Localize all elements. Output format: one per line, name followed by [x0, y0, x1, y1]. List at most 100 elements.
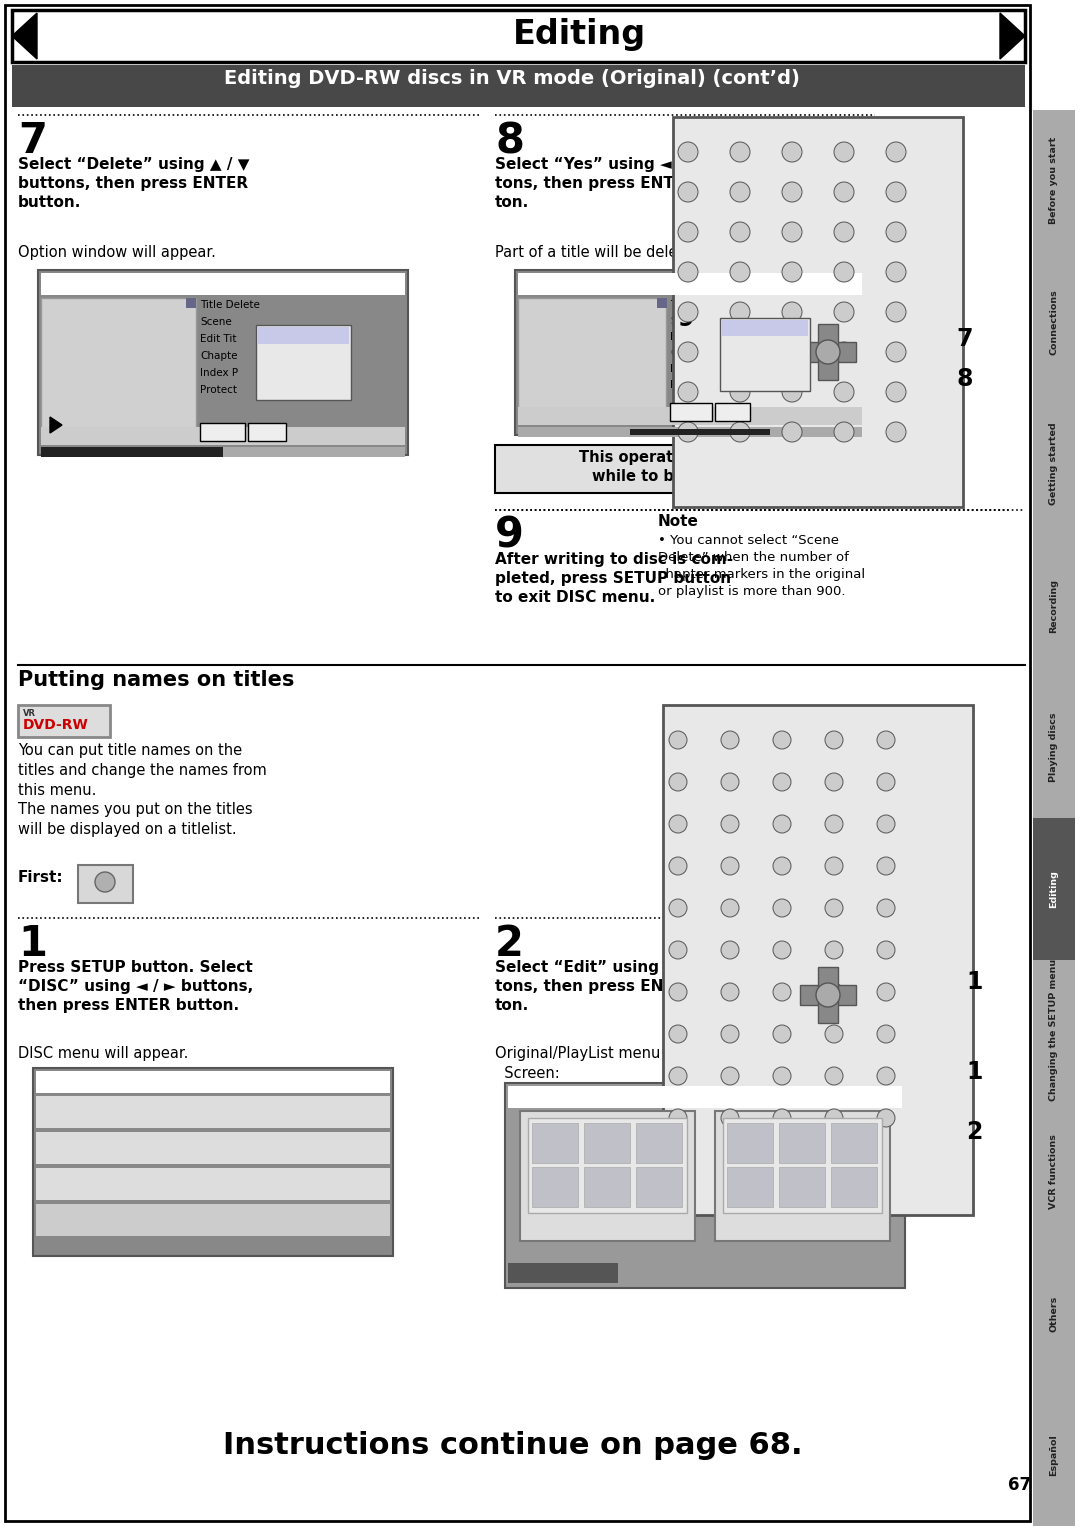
- Bar: [818, 967, 838, 1022]
- Bar: [532, 1123, 578, 1163]
- Circle shape: [886, 423, 906, 443]
- Bar: [200, 423, 245, 441]
- Bar: [36, 1204, 390, 1236]
- Bar: [723, 1119, 882, 1213]
- Bar: [495, 446, 880, 493]
- Bar: [518, 427, 862, 436]
- Circle shape: [773, 815, 791, 833]
- Bar: [723, 374, 808, 391]
- Circle shape: [886, 221, 906, 243]
- Circle shape: [834, 382, 854, 401]
- Bar: [12, 11, 1025, 63]
- Circle shape: [773, 1109, 791, 1128]
- Circle shape: [782, 262, 802, 282]
- Text: 9: 9: [495, 514, 524, 557]
- Bar: [1032, 1384, 1075, 1526]
- Text: Others: Others: [1050, 1296, 1058, 1332]
- Bar: [33, 1068, 393, 1256]
- Bar: [532, 1167, 578, 1207]
- Circle shape: [721, 815, 739, 833]
- Text: RC: RC: [95, 877, 107, 887]
- Text: No: No: [723, 404, 737, 414]
- Text: Before you start: Before you start: [1050, 137, 1058, 224]
- Text: First:: First:: [18, 870, 64, 885]
- Text: 7: 7: [957, 327, 973, 351]
- Bar: [1032, 252, 1075, 394]
- Polygon shape: [50, 417, 62, 433]
- Text: 2: 2: [967, 1120, 983, 1144]
- Circle shape: [721, 858, 739, 874]
- Text: 1: 1: [967, 971, 983, 993]
- Circle shape: [721, 1067, 739, 1085]
- Circle shape: [669, 983, 687, 1001]
- Circle shape: [886, 262, 906, 282]
- Text: Select “Yes” using ◄ / ► but-
tons, then press ENTER but-
ton.: Select “Yes” using ◄ / ► but- tons, then…: [495, 157, 741, 211]
- Bar: [779, 1123, 825, 1163]
- Text: Title Delete: Title Delete: [670, 301, 730, 310]
- Text: Chapte: Chapte: [200, 351, 238, 362]
- Circle shape: [834, 423, 854, 443]
- Bar: [657, 298, 667, 308]
- Circle shape: [834, 221, 854, 243]
- Bar: [518, 298, 666, 407]
- Circle shape: [773, 1025, 791, 1042]
- Circle shape: [877, 1109, 895, 1128]
- Bar: [636, 1123, 681, 1163]
- Circle shape: [877, 731, 895, 749]
- Text: Preview: Preview: [725, 357, 766, 366]
- Bar: [584, 1123, 630, 1163]
- Circle shape: [669, 942, 687, 958]
- Text: Original: Original: [576, 1222, 638, 1238]
- Text: Title Delete: Title Delete: [200, 301, 260, 310]
- Text: Delete: Delete: [725, 375, 759, 385]
- Bar: [818, 324, 838, 380]
- Circle shape: [721, 1109, 739, 1128]
- Bar: [1032, 960, 1075, 1102]
- Circle shape: [669, 815, 687, 833]
- Circle shape: [721, 899, 739, 917]
- Bar: [1032, 1242, 1075, 1384]
- Circle shape: [721, 731, 739, 749]
- Circle shape: [782, 302, 802, 322]
- Circle shape: [95, 871, 114, 893]
- Text: You can put title names on the
titles and change the names from
this menu.
The n: You can put title names on the titles an…: [18, 743, 267, 838]
- Bar: [720, 317, 810, 391]
- Circle shape: [678, 221, 698, 243]
- Bar: [41, 447, 222, 456]
- Circle shape: [782, 142, 802, 162]
- Circle shape: [825, 899, 843, 917]
- Text: JAN/ 1  1:00AM  CH12    XP: JAN/ 1 1:00AM CH12 XP: [46, 427, 184, 438]
- Bar: [723, 356, 808, 372]
- Text: 7: 7: [18, 121, 48, 162]
- Bar: [36, 1071, 390, 1093]
- Text: Note: Note: [658, 514, 699, 530]
- Text: 2: 2: [495, 923, 524, 964]
- Bar: [258, 345, 349, 362]
- Bar: [1032, 394, 1075, 534]
- Text: Disc: Disc: [41, 1073, 68, 1087]
- Text: 1: 1: [18, 923, 48, 964]
- Bar: [727, 1167, 773, 1207]
- Text: Edit Tit: Edit Tit: [670, 333, 706, 342]
- Text: 67: 67: [1009, 1476, 1031, 1494]
- Circle shape: [730, 423, 750, 443]
- Text: Edit: Edit: [41, 1100, 65, 1112]
- Text: End: End: [262, 346, 282, 356]
- Circle shape: [721, 1025, 739, 1042]
- Bar: [36, 1167, 390, 1199]
- Text: Changing the SETUP menu: Changing the SETUP menu: [1050, 960, 1058, 1102]
- Circle shape: [886, 342, 906, 362]
- Text: Connections: Connections: [1050, 290, 1058, 356]
- Text: Protect: Protect: [200, 385, 237, 395]
- Text: JAN/ 1  1:00AM  CH12    XP: JAN/ 1 1:00AM CH12 XP: [523, 407, 661, 418]
- Bar: [515, 270, 865, 435]
- Circle shape: [730, 142, 750, 162]
- Text: Putting names on titles: Putting names on titles: [18, 670, 295, 690]
- Circle shape: [678, 382, 698, 401]
- Circle shape: [773, 1067, 791, 1085]
- Bar: [41, 447, 405, 456]
- Text: Select “Edit” using ▲ / ▼ but-
tons, then press ENTER but-
ton.: Select “Edit” using ▲ / ▼ but- tons, the…: [495, 960, 744, 1013]
- Bar: [673, 118, 963, 507]
- Text: 0:01:25: 0:01:25: [353, 447, 393, 456]
- Circle shape: [678, 262, 698, 282]
